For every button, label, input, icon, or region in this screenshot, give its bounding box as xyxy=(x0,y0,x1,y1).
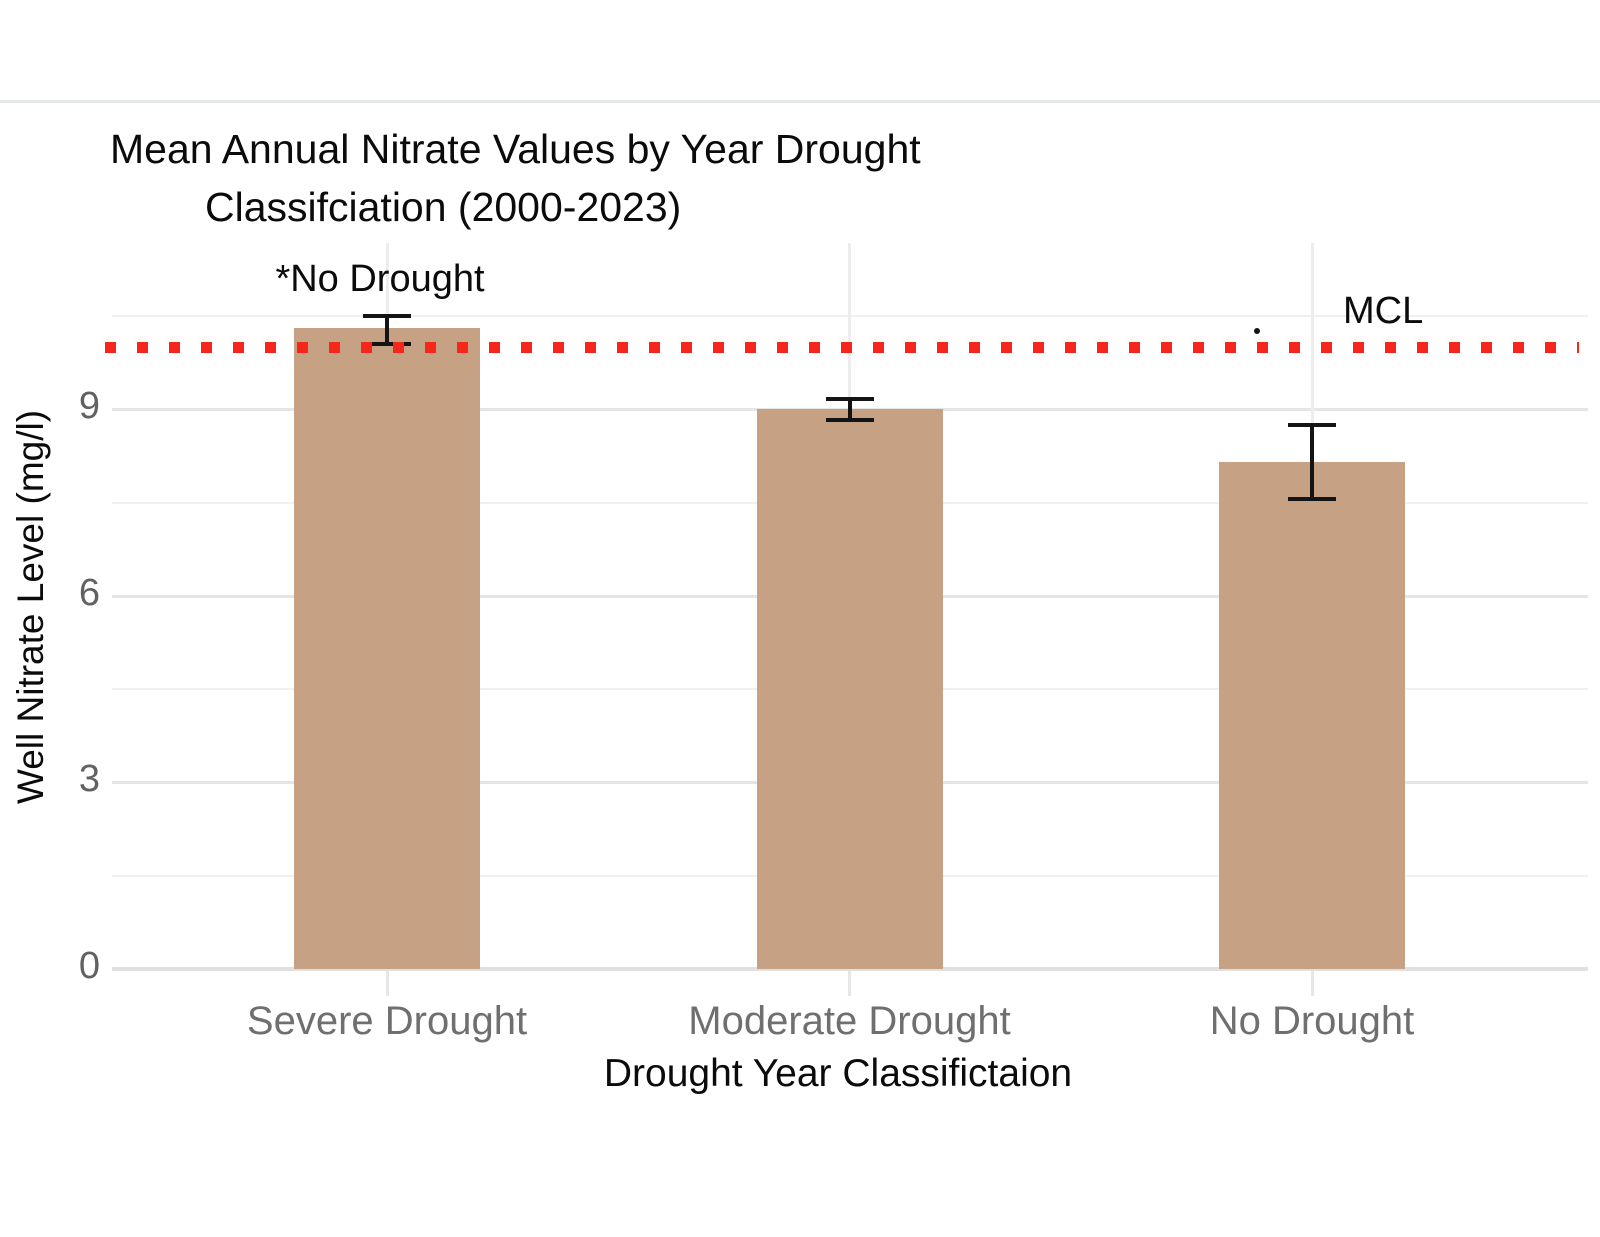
bar-severe-drought xyxy=(294,328,480,969)
chart-title-line1: Mean Annual Nitrate Values by Year Droug… xyxy=(110,126,921,172)
y-tick-label: 3 xyxy=(78,758,100,801)
chart-title-line2: Classifciation (2000-2023) xyxy=(205,184,682,230)
page-separator-line xyxy=(0,100,1600,103)
bar-no-drought xyxy=(1219,462,1405,969)
x-tick-label: No Drought xyxy=(1209,999,1415,1043)
error-bar-cap-top xyxy=(363,313,411,318)
error-bar xyxy=(385,315,389,344)
y-tick-label: 0 xyxy=(78,945,100,987)
x-axis-tick xyxy=(848,971,851,996)
x-axis-tick xyxy=(1310,971,1314,996)
error-bar xyxy=(847,398,852,420)
y-tick-label: 9 xyxy=(78,385,100,428)
x-axis-title: Drought Year Classifictaion xyxy=(603,1052,1073,1095)
chart-title: Mean Annual Nitrate Values by Year Droug… xyxy=(110,120,921,236)
bar-moderate-drought xyxy=(756,409,943,969)
y-tick-label: 6 xyxy=(78,571,100,614)
y-axis-title: Well Nitrate Level (mg/l) xyxy=(10,409,51,805)
error-bar-cap-bottom xyxy=(825,417,874,422)
x-tick-label: Moderate Drought xyxy=(688,999,1011,1043)
x-axis-baseline xyxy=(112,967,1588,971)
x-axis-tick xyxy=(385,971,389,996)
stray-dot xyxy=(1254,328,1260,334)
error-bar-cap-top xyxy=(1288,422,1336,427)
error-bar xyxy=(1310,424,1314,500)
error-bar-cap-top xyxy=(825,396,874,401)
mcl-reference-label: MCL xyxy=(1343,290,1424,332)
error-bar-cap-bottom xyxy=(1288,497,1336,502)
bar-annotation: *No Drought xyxy=(275,258,485,300)
mcl-reference-line xyxy=(105,342,1579,353)
x-tick-label: Severe Drought xyxy=(246,999,528,1043)
